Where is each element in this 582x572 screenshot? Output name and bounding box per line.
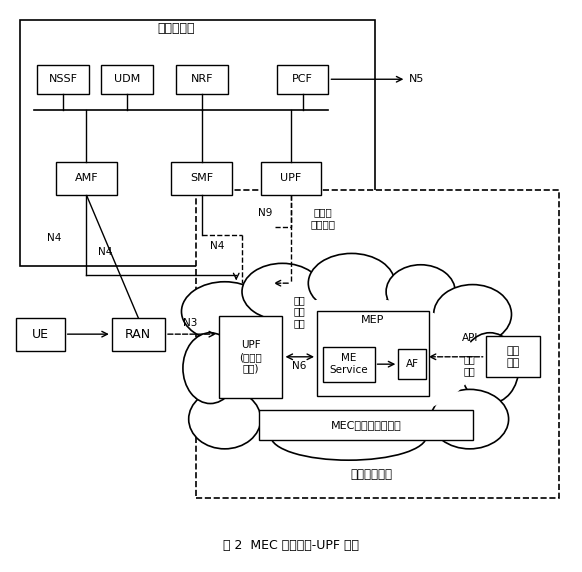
FancyBboxPatch shape (37, 65, 89, 94)
Text: API: API (462, 333, 478, 343)
FancyBboxPatch shape (276, 65, 328, 94)
Text: NRF: NRF (190, 74, 213, 84)
Text: MEP: MEP (361, 315, 385, 325)
Text: N4: N4 (48, 233, 62, 243)
Ellipse shape (461, 333, 519, 403)
FancyBboxPatch shape (485, 336, 540, 377)
FancyBboxPatch shape (20, 20, 375, 266)
Text: AMF: AMF (74, 173, 98, 184)
FancyBboxPatch shape (171, 162, 232, 195)
FancyBboxPatch shape (176, 65, 228, 94)
FancyBboxPatch shape (219, 316, 282, 398)
Ellipse shape (182, 282, 268, 341)
Ellipse shape (386, 265, 455, 319)
Text: SMF: SMF (190, 173, 213, 184)
Text: PCF: PCF (292, 74, 313, 84)
Text: 本地
应用: 本地 应用 (506, 346, 520, 368)
Text: AF: AF (406, 359, 418, 369)
Ellipse shape (189, 390, 261, 449)
FancyBboxPatch shape (112, 317, 165, 351)
Ellipse shape (228, 297, 475, 422)
Text: MEC基础设施及服务: MEC基础设施及服务 (331, 420, 402, 430)
FancyBboxPatch shape (56, 162, 116, 195)
FancyBboxPatch shape (322, 347, 375, 382)
FancyBboxPatch shape (261, 162, 321, 195)
Text: N4: N4 (210, 241, 225, 251)
Ellipse shape (242, 263, 322, 320)
FancyBboxPatch shape (398, 349, 426, 379)
Text: 图 2  MEC 部署方案-UPF 下沉: 图 2 MEC 部署方案-UPF 下沉 (223, 539, 359, 552)
FancyBboxPatch shape (16, 317, 65, 351)
Text: N6: N6 (293, 362, 307, 371)
FancyBboxPatch shape (317, 312, 430, 396)
Text: RAN: RAN (125, 328, 151, 341)
Ellipse shape (308, 253, 395, 313)
Text: 本地
卸载
流量: 本地 卸载 流量 (294, 295, 306, 328)
Text: 本地
流量: 本地 流量 (464, 355, 475, 376)
Text: UPF
(核心网
下沉): UPF (核心网 下沉) (239, 340, 262, 374)
Ellipse shape (434, 285, 512, 344)
Text: UE: UE (32, 328, 49, 341)
Text: UPF: UPF (281, 173, 301, 184)
Text: N3: N3 (183, 318, 197, 328)
FancyBboxPatch shape (260, 410, 473, 439)
Ellipse shape (183, 333, 237, 403)
Text: ME
Service: ME Service (329, 353, 368, 375)
Ellipse shape (431, 390, 509, 449)
Text: UDM: UDM (113, 74, 140, 84)
Text: 大区核心网: 大区核心网 (157, 22, 194, 35)
Ellipse shape (271, 412, 427, 460)
Text: N9: N9 (258, 209, 272, 219)
FancyBboxPatch shape (101, 65, 152, 94)
Text: NSSF: NSSF (49, 74, 78, 84)
FancyBboxPatch shape (196, 190, 559, 498)
Text: 本地数据网络: 本地数据网络 (351, 467, 393, 480)
Text: 非本地
卸载流量: 非本地 卸载流量 (310, 207, 335, 229)
Text: N5: N5 (409, 74, 424, 84)
Text: N4: N4 (98, 247, 112, 257)
